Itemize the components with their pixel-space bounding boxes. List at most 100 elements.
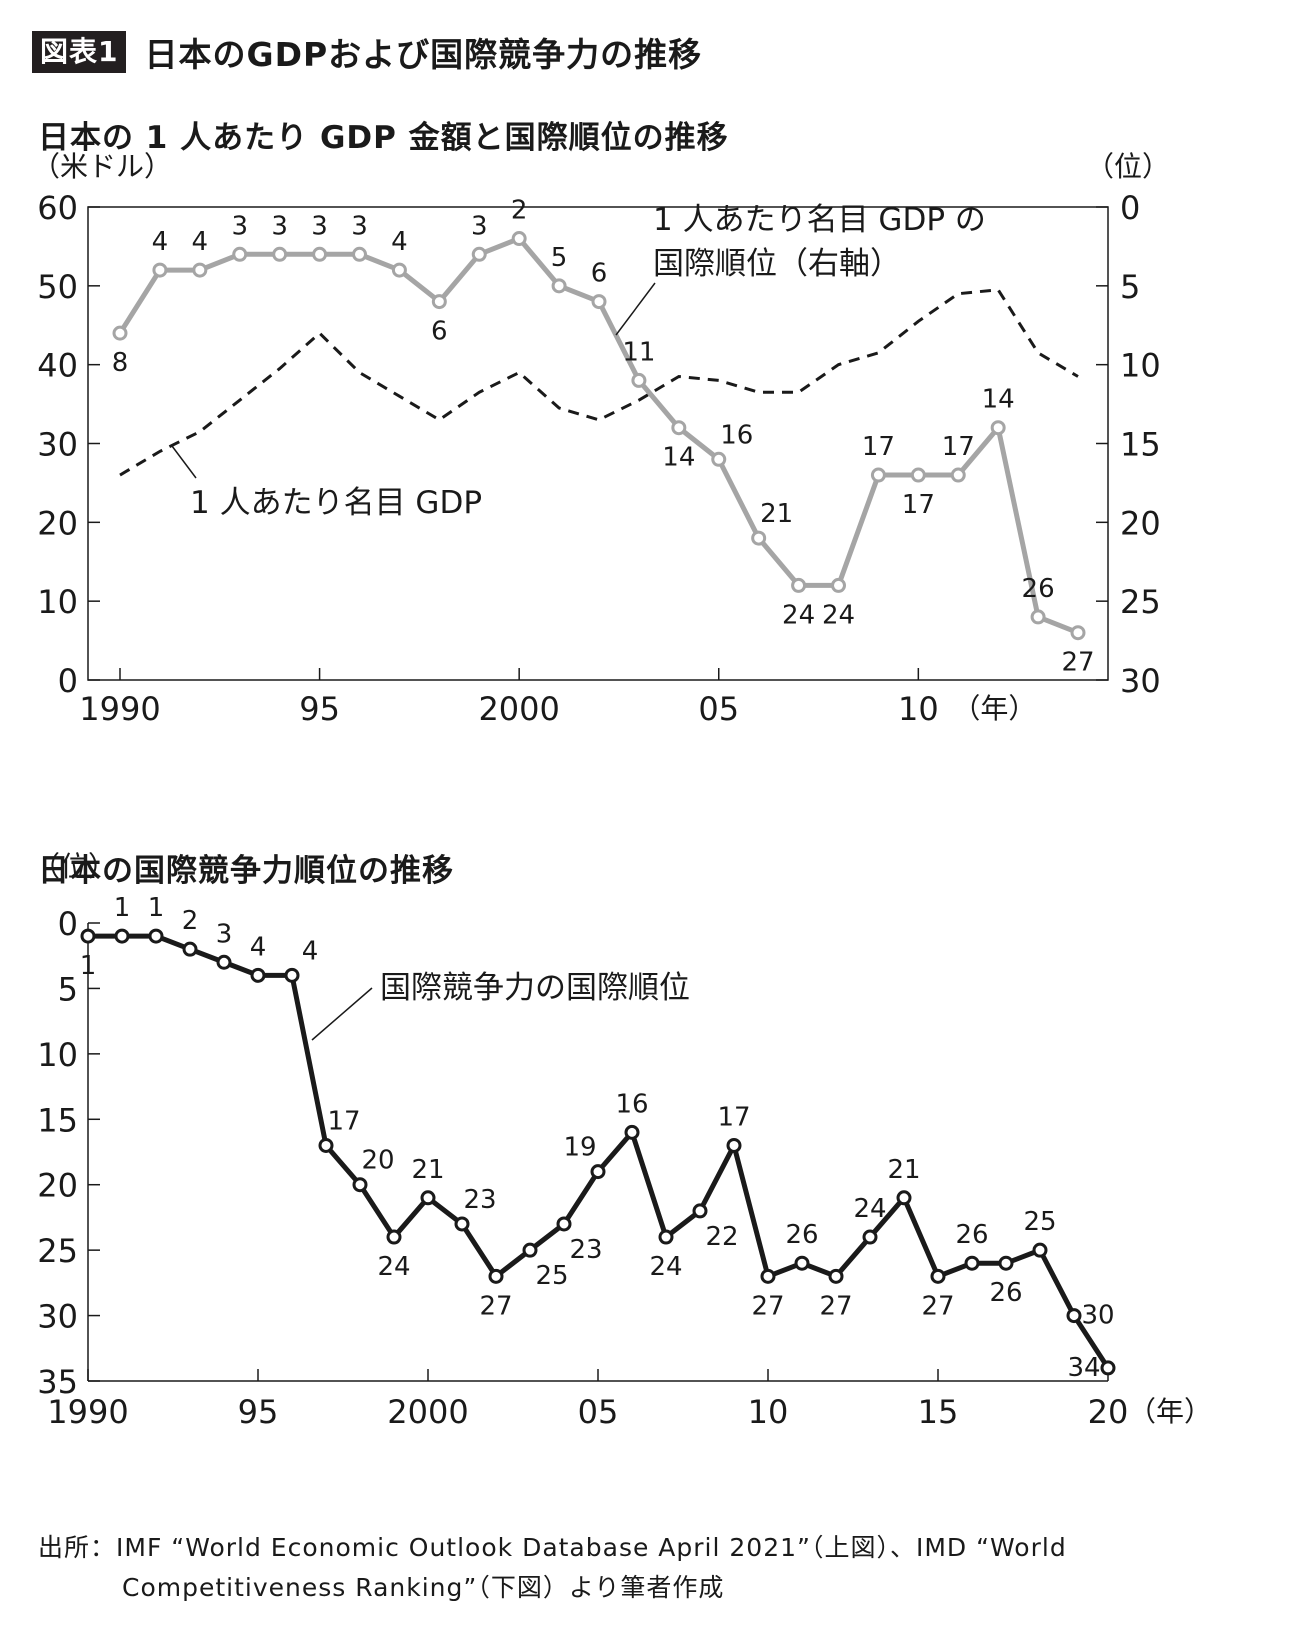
competitiveness-rank-point [352,1177,368,1193]
competitiveness-rank-point [80,928,96,944]
competitiveness-rank-value-label: 17 [327,1106,360,1136]
competitiveness-rank-value-label: 1 [80,951,97,981]
gdp-rank-point [990,420,1006,436]
gdp-rank-value-label: 14 [982,385,1015,415]
gdp-rank-point [232,246,248,262]
top-left-tick-label: 0 [58,662,78,700]
top-right-tick-label: 0 [1120,189,1140,227]
gdp-rank-value-label: 3 [471,211,488,241]
competitiveness-leader-line [311,987,373,1041]
competitiveness-rank-point [114,928,130,944]
bottom-x-tick-label: 1990 [47,1393,128,1431]
top-left-tick-label: 20 [37,504,78,542]
bottom-x-unit: （年） [1128,1395,1212,1428]
gdp-per-capita-line [119,288,1079,477]
competitiveness-rank-point [488,1268,504,1284]
bottom-y-unit: （位） [32,850,116,883]
gdp-rank-value-label: 6 [431,317,448,347]
competitiveness-rank-point [1100,1360,1116,1376]
gdp-rank-value-label: 17 [862,432,895,462]
gdp-rank-value-label: 3 [271,211,288,241]
gdp-series-leader-line [171,445,197,479]
bottom-x-tick-label: 95 [238,1393,279,1431]
competitiveness-rank-value-label: 1 [148,893,165,923]
competitiveness-rank-value-label: 30 [1081,1301,1114,1331]
gdp-rank-value-label: 6 [591,259,608,289]
top-right-tick-label: 5 [1120,268,1140,306]
competitiveness-rank-value-label: 16 [615,1089,648,1119]
top-left-tick-label: 60 [37,189,78,227]
competitiveness-rank-point [386,1229,402,1245]
gdp-rank-value-label: 14 [662,443,695,473]
bottom-x-tick-label: 10 [748,1393,789,1431]
top-chart-title: 日本の 1 人あたり GDP 金額と国際順位の推移 [38,120,729,156]
competitiveness-rank-value-label: 23 [569,1235,602,1265]
bottom-x-tick-label: 05 [578,1393,619,1431]
gdp-rank-point [431,294,447,310]
gdp-rank-value-label: 24 [782,600,815,630]
competitiveness-rank-value-label: 24 [853,1194,886,1224]
source-line-1: 出所：IMF “World Economic Outlook Database … [38,1533,1067,1562]
top-right-tick-label: 10 [1120,347,1161,385]
gdp-rank-point [391,262,407,278]
gdp-rank-point [1070,625,1086,641]
competitiveness-rank-point [828,1268,844,1284]
figure-header: 図表1 日本のGDPおよび国際競争力の推移 [32,28,702,76]
competitiveness-rank-value-label: 1 [114,893,131,923]
competitiveness-rank-point [794,1255,810,1271]
bottom-x-tick-label: 2000 [387,1393,468,1431]
gdp-rank-point [312,246,328,262]
gdp-rank-point [152,262,168,278]
gdp-rank-value-label: 8 [112,348,129,378]
gdp-rank-value-label: 2 [511,196,528,226]
figure-title: 日本のGDPおよび国際競争力の推移 [144,35,703,74]
competitiveness-rank-point [182,941,198,957]
top-left-tick-label: 10 [37,583,78,621]
competitiveness-rank-point [284,967,300,983]
competitiveness-rank-value-label: 19 [563,1133,596,1163]
competitiveness-rank-value-label: 24 [649,1252,682,1282]
competitiveness-rank-value-label: 23 [463,1185,496,1215]
bottom-chart-title: 日本の国際競争力順位の推移 [38,853,454,889]
rank-series-label-line-2: 国際順位（右軸） [653,246,901,282]
competitiveness-rank-point [658,1229,674,1245]
competitiveness-rank-value-label: 34 [1067,1353,1100,1383]
gdp-rank-value-label: 11 [622,337,655,367]
gdp-rank-value-label: 24 [822,600,855,630]
top-right-tick-label: 25 [1120,583,1161,621]
competitiveness-rank-value-label: 4 [250,932,267,962]
bottom-y-tick-label: 30 [37,1298,78,1336]
gdp-rank-point [1030,609,1046,625]
gdp-rank-value-label: 4 [152,227,169,257]
top-right-tick-label: 15 [1120,426,1161,464]
competitiveness-rank-value-label: 27 [479,1291,512,1321]
gdp-rank-point [791,577,807,593]
competitiveness-rank-point [692,1203,708,1219]
gdp-rank-point [471,246,487,262]
gdp-rank-point [192,262,208,278]
competitiveness-rank-value-label: 22 [705,1222,738,1252]
bottom-y-tick-label: 5 [58,970,78,1008]
gdp-rank-point [352,246,367,262]
gdp-rank-value-label: 4 [192,227,209,257]
gdp-rank-point [870,467,886,483]
gdp-rank-point [272,246,288,262]
bottom-y-tick-label: 15 [37,1101,78,1139]
gdp-rank-value-label: 3 [311,211,328,241]
rank-series-leader-line [615,282,656,336]
top-x-tick-label: 10 [898,690,939,728]
bottom-y-tick-label: 0 [58,905,78,943]
gdp-rank-value-label: 17 [942,432,975,462]
competitiveness-rank-value-label: 4 [302,936,319,966]
gdp-rank-value-label: 4 [391,227,408,257]
bottom-x-tick-label: 15 [918,1393,959,1431]
competitiveness-rank-value-label: 27 [819,1291,852,1321]
top-left-tick-label: 50 [37,268,78,306]
top-right-tick-label: 30 [1120,662,1161,700]
gdp-rank-point [950,467,966,483]
competitiveness-rank-value-label: 24 [377,1252,410,1282]
competitiveness-rank-point [148,928,164,944]
competitiveness-rank-point [454,1216,470,1232]
gdp-rank-point [671,420,687,436]
